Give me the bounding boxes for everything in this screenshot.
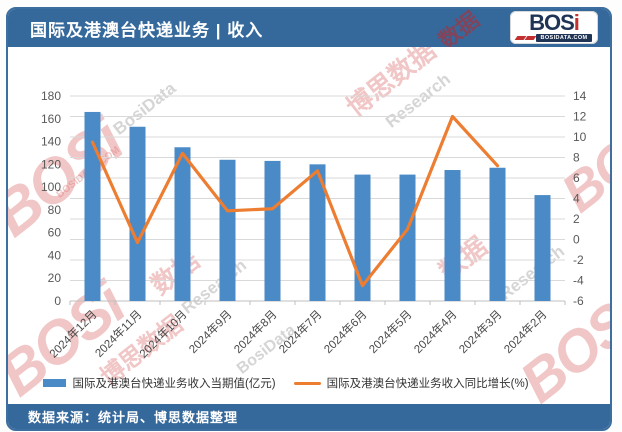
x-axis-label: 2024年4月 bbox=[411, 307, 460, 356]
x-axis-label: 2024年2月 bbox=[501, 307, 550, 356]
right-axis-label: 2 bbox=[573, 212, 580, 226]
bar-2024年11月 bbox=[129, 126, 146, 301]
right-axis-label: 0 bbox=[573, 233, 580, 247]
legend-item-line-series: 国际及港澳台快递业务收入同比增长(%) bbox=[293, 375, 529, 391]
bar-2024年5月 bbox=[399, 174, 416, 301]
footer-bar: 数据来源：统计局、博思数据整理 bbox=[8, 404, 610, 429]
data-source: 数据来源：统计局、博思数据整理 bbox=[28, 410, 239, 425]
legend-line-swatch-icon bbox=[293, 381, 321, 385]
legend-label-line-series: 国际及港澳台快递业务收入同比增长(%) bbox=[326, 378, 529, 390]
bar-2024年6月 bbox=[354, 174, 371, 301]
bosi-logo-domain: BOSIDATA.COM bbox=[536, 33, 592, 42]
x-axis-label: 2024年7月 bbox=[276, 307, 325, 356]
chart-legend: 国际及港澳台快递业务收入当期值(亿元) 国际及港澳台快递业务收入同比增长(%) bbox=[8, 375, 564, 391]
bar-2024年4月 bbox=[444, 170, 461, 301]
bosi-logo: BOSi BOSIDATA.COM bbox=[510, 11, 598, 44]
chart-area: BOSiBOSIDATA.COMBosiData博思数据Research数据Re… bbox=[8, 47, 610, 404]
left-axis-label: 160 bbox=[41, 112, 61, 126]
growth-line bbox=[90, 114, 500, 288]
logo-accent-text: i bbox=[573, 10, 580, 36]
bar-2024年10月 bbox=[174, 147, 191, 301]
bar-2024年8月 bbox=[264, 160, 281, 301]
bar-2024年7月 bbox=[309, 164, 326, 301]
right-axis-label: 10 bbox=[573, 130, 587, 144]
left-axis-label: 0 bbox=[54, 294, 61, 308]
bar-2024年2月 bbox=[534, 195, 551, 301]
x-axis-label: 2024年6月 bbox=[321, 307, 370, 356]
left-axis-label: 180 bbox=[41, 89, 61, 103]
header-bar: 国际及港澳台快递业务 | 收入 数据 BOSi BOSIDATA.COM bbox=[8, 9, 610, 54]
legend-label-bar-series: 国际及港澳台快递业务收入当期值(亿元) bbox=[72, 378, 276, 390]
bar-2024年9月 bbox=[219, 159, 236, 301]
right-axis-label: 6 bbox=[573, 171, 580, 185]
bosi-logo-text: BOSi bbox=[529, 12, 580, 34]
x-axis-label: 2024年8月 bbox=[231, 307, 280, 356]
logo-stripe-icon bbox=[525, 35, 537, 40]
left-axis-label: 100 bbox=[41, 180, 61, 194]
x-axis-label: 2024年5月 bbox=[366, 307, 415, 356]
x-axis-label: 2024年9月 bbox=[186, 307, 235, 356]
right-axis-label: 4 bbox=[573, 192, 580, 206]
left-axis-label: 80 bbox=[48, 203, 62, 217]
page-title: 国际及港澳台快递业务 | 收入 bbox=[30, 20, 264, 40]
x-axis-label: 2024年3月 bbox=[456, 307, 505, 356]
legend-item-bar-series: 国际及港澳台快递业务收入当期值(亿元) bbox=[43, 375, 276, 391]
left-axis-label: 40 bbox=[48, 248, 62, 262]
report-card: 国际及港澳台快递业务 | 收入 数据 BOSi BOSIDATA.COM BOS… bbox=[6, 7, 612, 431]
right-axis-label: 12 bbox=[573, 110, 587, 124]
combo-chart: -6-4-20246810121402040608010012014016018… bbox=[41, 89, 587, 361]
bar-2024年3月 bbox=[489, 167, 506, 301]
right-axis-label: 14 bbox=[573, 89, 587, 103]
right-axis-label: -4 bbox=[573, 274, 584, 288]
left-axis-label: 60 bbox=[48, 226, 62, 240]
right-axis-label: -2 bbox=[573, 253, 584, 267]
left-axis-label: 120 bbox=[41, 157, 61, 171]
bar-2024年12月 bbox=[84, 111, 101, 301]
x-axis-label: 2024年10月 bbox=[136, 307, 189, 360]
logo-main-text: BOS bbox=[529, 10, 575, 36]
left-axis-label: 140 bbox=[41, 135, 61, 149]
legend-bar-swatch-icon bbox=[43, 379, 67, 387]
logo-bottom: BOSIDATA.COM bbox=[515, 33, 592, 42]
x-axis-label: 2024年12月 bbox=[46, 307, 99, 360]
right-axis-label: 8 bbox=[573, 151, 580, 165]
left-axis-label: 20 bbox=[48, 271, 62, 285]
right-axis-label: -6 bbox=[573, 294, 584, 308]
